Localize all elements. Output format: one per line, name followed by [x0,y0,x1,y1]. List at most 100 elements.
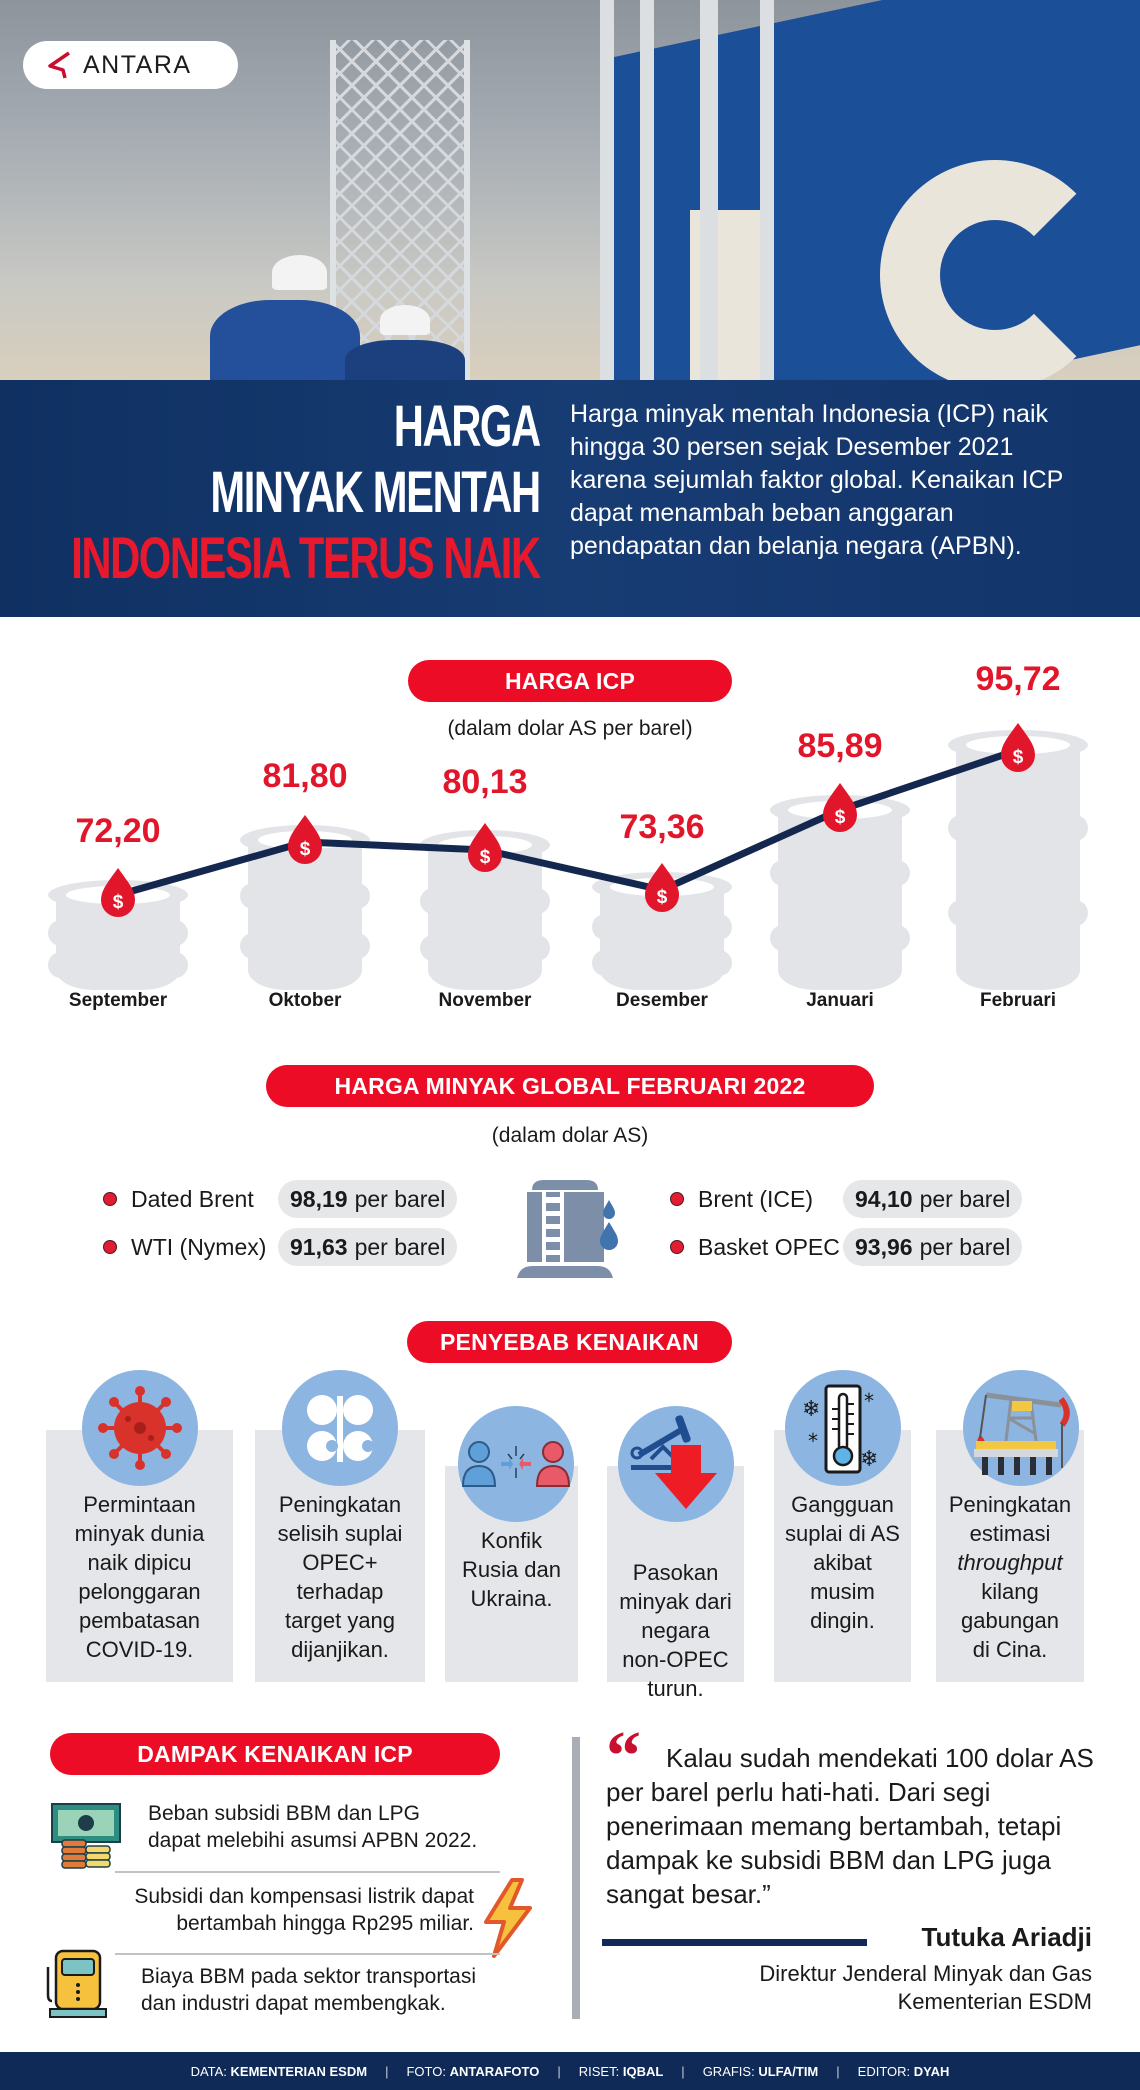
month-label: November [438,990,532,1011]
icp-value-januari: 85,89 [797,727,883,765]
bullet-dot [670,1192,684,1206]
oil-pump-down-icon [618,1406,734,1522]
loading-arm [640,0,654,380]
price-unit: per barel [354,1185,446,1212]
bullet-dot [103,1240,117,1254]
impact-item-3: Biaya BBM pada sektor transportasi dan in… [141,1965,476,2015]
lightning-icon [484,1878,532,1958]
title-line-1: HARGA [394,394,541,459]
price-name: Basket OPEC [698,1233,840,1260]
loading-arm [700,0,718,380]
svg-text:❄: ❄ [860,1447,878,1472]
thermometer-cold-icon: ❄ * * ❄ [785,1370,901,1486]
icp-value-februari: 95,72 [975,660,1061,698]
separator: | [557,2063,561,2079]
svg-text:*: * [864,1389,874,1413]
price-name: Brent (ICE) [698,1185,814,1212]
cause-card: Gangguan suplai di AS akibat musim dingin. [774,1430,911,1682]
price-chip: 91,63 per barel [278,1228,458,1266]
section-pill-icp: HARGA ICP [408,660,732,702]
quote-role: Direktur Jenderal Minyak dan Gas Kemente… [759,1961,1092,2014]
barrel-september [48,880,188,990]
antara-logo[interactable]: ANTARA [23,41,238,89]
refinery-icon [963,1370,1079,1486]
icp-subtitle: (dalam dolar AS per barel) [447,717,693,740]
logo-text: ANTARA [83,50,192,79]
icp-value-september: 72,20 [75,812,161,850]
icp-value-desember: 73,36 [619,808,705,846]
quote-bar [572,1737,580,2019]
money-coins-icon [51,1803,121,1869]
separator: | [681,2063,685,2079]
month-label: Januari [806,990,874,1011]
conflict-icon [458,1406,574,1522]
price-item-dated-brent: Dated Brent [103,1180,254,1218]
credit-grafis: GRAFIS: ULFA/TIM [702,2063,819,2079]
footer-credits: DATA: KEMENTERIAN ESDM | FOTO: ANTARAFOT… [0,2052,1140,2090]
price-item-basket-opec: Basket OPEC [670,1228,840,1266]
section-pill-impact: DAMPAK KENAIKAN ICP [50,1733,500,1775]
price-unit: per barel [354,1233,446,1260]
cause-card: Peningkatan estimasi throughput kilang gabu… [936,1430,1084,1682]
quote-divider [602,1939,867,1946]
oil-tank-icon [517,1180,618,1278]
loading-arm [600,0,614,380]
cause-text: Pasokan minyak dari negara non-OPEC turun. [619,1560,732,1701]
month-label: Februari [979,990,1057,1011]
credit-editor: EDITOR: DYAH [857,2063,950,2079]
opec-logo-icon [282,1370,398,1486]
price-chip: 93,96 per barel [843,1228,1023,1266]
month-label: Oktober [268,990,342,1011]
svg-text:$: $ [1013,747,1024,768]
icp-value-oktober: 81,80 [262,757,348,795]
worker-figure [345,340,465,380]
virus-icon [82,1370,198,1486]
hero-photo: ANTARA [0,0,1140,380]
svg-text:$: $ [113,892,124,913]
title-line-3: INDONESIA TERUS NAIK [71,526,542,591]
title-band: HARGA MINYAK MENTAH INDONESIA TERUS NAIK… [0,380,1140,617]
price-name: Dated Brent [131,1185,254,1212]
fuel-pump-icon [46,1949,107,2018]
price-chip: 98,19 per barel [278,1180,458,1218]
icp-trend-line: $ $ $ $ $ $ [101,723,1035,917]
drilling-tower [330,40,470,380]
credit-foto: FOTO: ANTARAFOTO [406,2063,540,2079]
separator: | [836,2063,840,2079]
loading-arm [760,0,774,380]
barrel-januari [770,795,910,990]
svg-text:$: $ [300,839,311,860]
price-value: 94,10 [855,1185,913,1212]
page-title: HARGA MINYAK MENTAH INDONESIA TERUS NAIK [0,394,542,596]
price-value: 98,19 [290,1185,348,1212]
price-unit: per barel [919,1185,1011,1212]
dollar-drop-icon [101,723,1035,917]
credit-data: DATA: KEMENTERIAN ESDM [190,2063,368,2079]
price-item-wti: WTI (Nymex) [103,1228,266,1266]
hull-letter-c [880,160,1110,380]
price-name: WTI (Nymex) [131,1233,267,1260]
quote-text: Kalau sudah mendekati 100 dolar AS per b… [606,1743,1094,1909]
cause-card: Peningkatan selisih suplai OPEC+ terhadap t… [255,1430,425,1682]
price-item-brent-ice: Brent (ICE) [670,1180,813,1218]
separator: | [385,2063,389,2079]
worker-figure [210,300,360,380]
worker-helmet [380,305,430,335]
month-label: Desember [616,990,708,1011]
month-label: September [68,990,168,1011]
svg-text:$: $ [835,807,846,828]
icp-value-november: 80,13 [442,763,528,801]
bullet-dot [670,1240,684,1254]
antara-logo-icon [48,51,70,79]
section-pill-global: HARGA MINYAK GLOBAL FEBRUARI 2022 [266,1065,874,1107]
cause-text: Konfik Rusia dan Ukraina. [461,1528,562,1611]
quote-author: Tutuka Ariadji [921,1922,1092,1952]
cause-text: Permintaan minyak dunia naik dipicu pelong… [74,1492,205,1662]
price-value: 91,63 [290,1233,348,1260]
cause-text: Peningkatan selisih suplai OPEC+ terhadap t… [277,1492,403,1662]
price-chip: 94,10 per barel [843,1180,1023,1218]
cause-text: Gangguan suplai di AS akibat musim dingin. [785,1492,900,1633]
header-description: Harga minyak mentah Indonesia (ICP) naik… [570,400,1063,560]
bullet-dot [103,1192,117,1206]
credit-riset: RISET: IQBAL [578,2063,664,2079]
